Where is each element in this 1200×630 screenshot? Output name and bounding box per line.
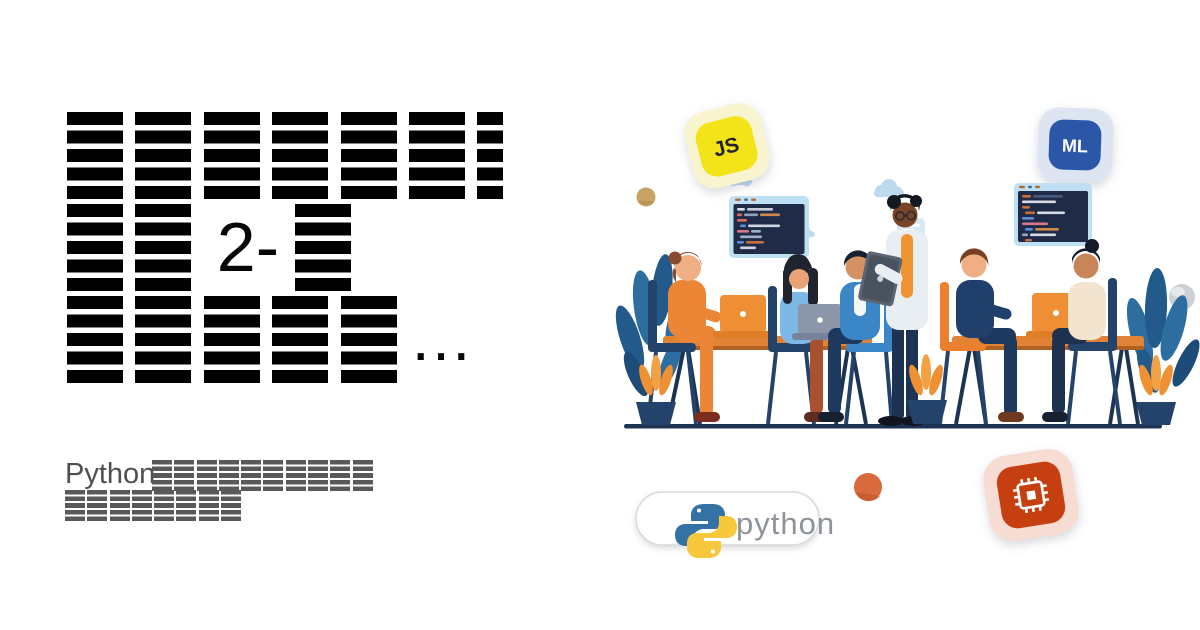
tofu-block — [221, 490, 242, 521]
title-line-3: … — [67, 296, 474, 383]
title-number-text: 2- — [216, 208, 280, 286]
tofu-block — [196, 460, 217, 491]
tofu-block — [176, 490, 197, 521]
tofu-block — [198, 490, 219, 521]
chip-badge — [983, 448, 1079, 542]
tofu-block — [330, 460, 351, 491]
glasses-icon — [894, 210, 916, 222]
cpu-chip-icon — [1012, 476, 1050, 514]
tofu-block — [218, 460, 239, 491]
potted-plant — [636, 355, 676, 425]
chair — [938, 282, 988, 425]
python-pill: python — [635, 491, 835, 558]
right-table-group — [938, 239, 1144, 425]
chair — [1066, 278, 1122, 425]
tofu-block — [65, 490, 85, 521]
tofu-block — [263, 460, 284, 491]
tofu-block — [109, 490, 130, 521]
tofu-block — [135, 296, 192, 383]
laptop-orange — [713, 295, 771, 338]
tofu-block — [174, 460, 195, 491]
tofu-block — [67, 112, 123, 199]
ml-badge-label: ML — [1062, 136, 1089, 157]
tofu-block — [272, 112, 329, 199]
tofu-block — [295, 204, 352, 291]
tofu-block — [135, 204, 192, 291]
potted-plant — [907, 354, 947, 424]
person-woman-cream — [1042, 239, 1106, 422]
dot-orange-decor — [854, 473, 882, 502]
subtitle-python-label: Python — [65, 458, 156, 490]
person-man-blue-jacket — [818, 250, 880, 422]
subtitle-tofu-art: Python — [65, 452, 395, 532]
tofu-block — [340, 296, 397, 383]
python-pill-label: python — [736, 506, 835, 541]
left-table-group — [646, 250, 894, 425]
subtitle-line-2 — [65, 490, 242, 521]
tofu-block — [152, 460, 172, 491]
coding-workshop-illustration: JS ML — [615, 103, 1200, 558]
tofu-block — [135, 112, 192, 199]
js-badge: JS — [684, 103, 770, 189]
title-line-1 — [67, 112, 504, 199]
ground-line — [624, 424, 1162, 429]
tofu-block — [340, 112, 397, 199]
tofu-block — [308, 460, 329, 491]
tofu-block — [285, 460, 306, 491]
person-man-navy — [956, 248, 1024, 422]
tofu-block — [203, 112, 260, 199]
code-window-left — [729, 196, 809, 258]
subtitle-line-1 — [152, 460, 373, 491]
left-text-panel: 2- … Python — [65, 112, 537, 532]
tofu-block — [154, 490, 175, 521]
python-logo-icon — [675, 504, 737, 558]
title-line-2: 2- — [67, 204, 352, 291]
tofu-block — [87, 490, 108, 521]
potted-plant — [1136, 355, 1176, 425]
tofu-block — [241, 460, 262, 491]
tofu-block — [67, 204, 123, 291]
tofu-block — [203, 296, 260, 383]
person-woman-orange — [668, 251, 722, 422]
tofu-block — [67, 296, 123, 383]
tofu-block — [352, 460, 373, 491]
standing-instructor — [858, 194, 928, 426]
tablet — [858, 251, 903, 307]
code-window-right — [1014, 183, 1092, 246]
tofu-block — [477, 112, 504, 199]
tofu-block — [272, 296, 329, 383]
tofu-block — [408, 112, 465, 199]
title-tofu-art: 2- … — [67, 112, 537, 384]
ml-badge: ML — [1037, 107, 1114, 183]
sphere-tan-decor — [636, 187, 656, 207]
title-ellipsis: … — [408, 302, 474, 374]
tofu-block — [131, 490, 152, 521]
